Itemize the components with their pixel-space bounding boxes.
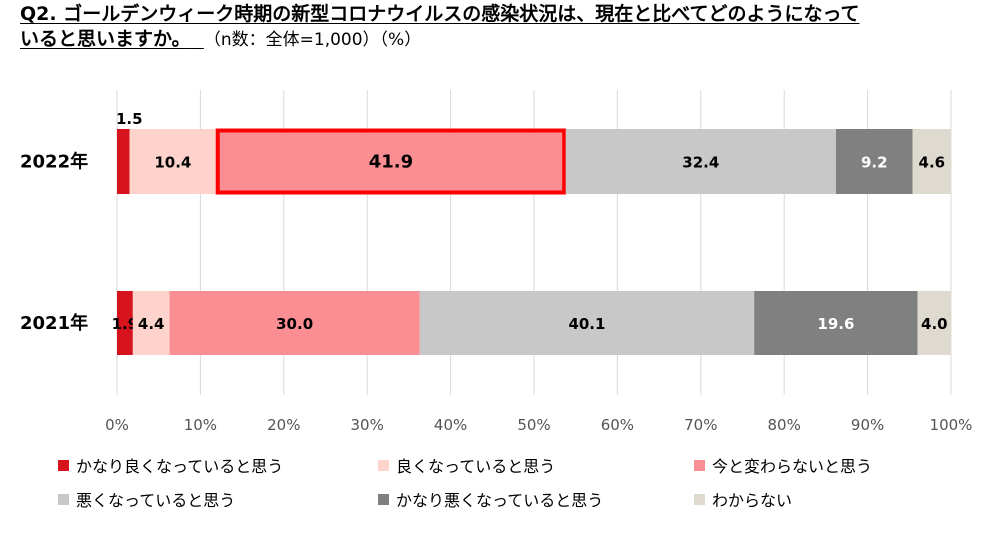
data-label: 10.4 xyxy=(154,154,191,172)
title-note: （n数：全体=1,000）（%） xyxy=(203,30,422,50)
highlight-box xyxy=(215,128,567,195)
legend-item: 今と変わらないと思う xyxy=(694,454,872,476)
category-label: 2022年 xyxy=(20,151,88,173)
bar-segment xyxy=(117,129,130,194)
x-tick-label: 70% xyxy=(684,416,717,434)
legend-swatch xyxy=(58,459,69,471)
bar-segment xyxy=(754,291,918,355)
legend-swatch xyxy=(694,459,705,471)
data-label: 19.6 xyxy=(817,315,854,333)
legend-label: かなり良くなっていると思う xyxy=(76,457,284,476)
legend-item: 良くなっていると思う xyxy=(378,454,555,476)
data-label: 4.4 xyxy=(138,315,165,333)
legend-item: かなり悪くなっていると思う xyxy=(378,488,603,510)
bar-segment xyxy=(169,291,420,355)
x-tick-label: 30% xyxy=(351,416,384,434)
legend-swatch xyxy=(694,493,705,505)
data-label: 32.4 xyxy=(682,154,719,172)
title-line1: Q2. ゴールデンウィーク時期の新型コロナウイルスの感染状況は、現在と比べてどの… xyxy=(20,3,860,25)
data-label: 4.0 xyxy=(921,315,948,333)
data-label: 1.9 xyxy=(112,315,139,333)
data-label: 30.0 xyxy=(276,315,313,333)
x-tick-label: 80% xyxy=(768,416,801,434)
x-tick-label: 0% xyxy=(105,416,129,434)
data-label: 9.2 xyxy=(861,154,888,172)
legend-label: 今と変わらないと思う xyxy=(712,457,873,476)
bar-segment xyxy=(419,291,755,355)
x-tick-label: 10% xyxy=(184,416,217,434)
category-label: 2021年 xyxy=(20,312,88,334)
bar-segment xyxy=(132,291,170,355)
data-label: 4.6 xyxy=(919,154,946,172)
x-tick-label: 40% xyxy=(434,416,467,434)
legend-swatch xyxy=(378,459,389,471)
legend-label: かなり悪くなっていると思う xyxy=(396,491,604,510)
legend-swatch xyxy=(378,493,389,505)
legend-item: わからない xyxy=(694,488,792,510)
bar-segment xyxy=(129,129,217,194)
x-tick-label: 100% xyxy=(930,416,973,434)
legend-item: 悪くなっていると思う xyxy=(58,488,235,510)
bar-segment xyxy=(117,291,133,355)
bar-segment xyxy=(216,129,566,194)
bar-segment xyxy=(912,129,951,194)
x-tick-label: 20% xyxy=(267,416,300,434)
x-tick-label: 90% xyxy=(851,416,884,434)
legend-label: 悪くなっていると思う xyxy=(76,491,236,510)
data-label: 41.9 xyxy=(369,152,413,173)
bar-segment xyxy=(835,129,913,194)
legend-swatch xyxy=(58,493,69,505)
data-label: 1.5 xyxy=(116,110,143,128)
legend-label: 良くなっていると思う xyxy=(396,457,556,476)
legend-label: わからない xyxy=(712,491,793,510)
bar-segment xyxy=(565,129,836,194)
bar-segment xyxy=(917,291,951,355)
data-label: 40.1 xyxy=(568,315,605,333)
x-tick-label: 60% xyxy=(601,416,634,434)
x-tick-label: 50% xyxy=(517,416,550,434)
chart-title: Q2. ゴールデンウィーク時期の新型コロナウイルスの感染状況は、現在と比べてどの… xyxy=(20,2,980,53)
title-line2: いると思いますか。 xyxy=(20,28,191,50)
legend-item: かなり良くなっていると思う xyxy=(58,454,283,476)
